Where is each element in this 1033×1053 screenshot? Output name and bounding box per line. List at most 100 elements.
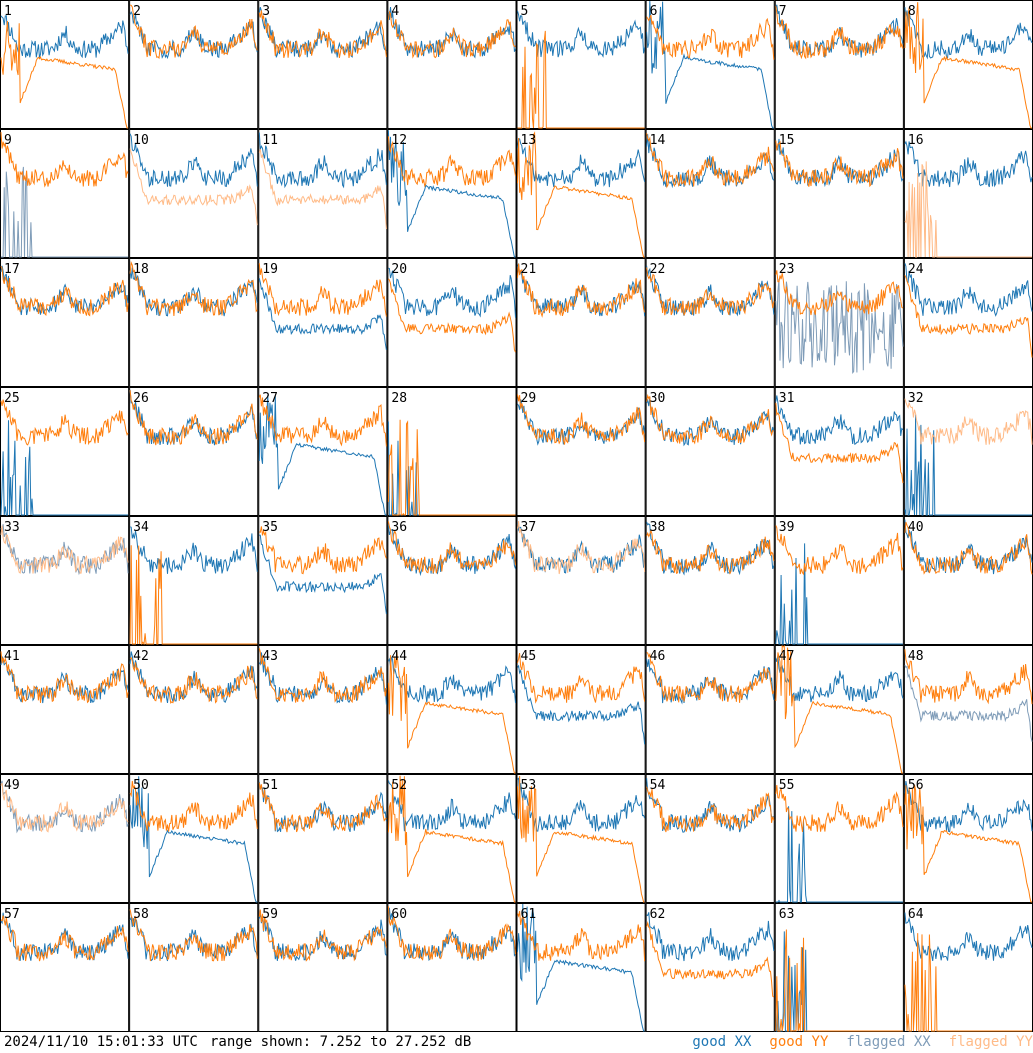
- panel-label: 21: [521, 262, 537, 277]
- panel-label: 12: [391, 133, 407, 148]
- yy-series: [646, 267, 775, 316]
- yy-series: [775, 403, 904, 484]
- yy-series: [387, 419, 516, 516]
- panel-frame: [387, 903, 517, 1032]
- xx-series: [646, 912, 775, 962]
- panel-frame: [0, 129, 130, 258]
- legend-good-yy: good YY: [769, 1034, 829, 1050]
- panel-label: 56: [908, 778, 924, 793]
- yy-series: [129, 909, 258, 962]
- panel-29: 29: [516, 387, 646, 516]
- panel-label: 7: [779, 4, 787, 19]
- panel-label: 61: [521, 907, 537, 922]
- panel-label: 47: [779, 649, 795, 664]
- panel-4: 4: [387, 0, 517, 129]
- panel-frame: [258, 903, 388, 1032]
- panel-frame: [387, 0, 517, 129]
- panel-label: 54: [650, 778, 666, 793]
- xx-series: [258, 395, 387, 516]
- yy-series: [130, 4, 258, 60]
- panel-frame: [774, 774, 904, 903]
- yy-series: [775, 270, 904, 316]
- panel-label: 30: [650, 391, 666, 406]
- yy-series: [775, 6, 904, 60]
- panel-22: 22: [645, 258, 775, 387]
- xx-series: [517, 138, 646, 188]
- panel-frame: [0, 645, 130, 774]
- panel-label: 26: [133, 391, 149, 406]
- panel-label: 17: [4, 262, 20, 277]
- xx-series: [387, 656, 516, 704]
- panel-label: 6: [650, 4, 658, 19]
- yy-series: [387, 521, 516, 574]
- xx-series: [904, 781, 1033, 833]
- panel-30: 30: [645, 387, 775, 516]
- panel-label: 2: [133, 4, 141, 19]
- panel-5: 5: [516, 0, 646, 129]
- legend: good XX good YY flagged XX flagged YY: [674, 1032, 1033, 1053]
- panel-1: 1: [0, 0, 130, 129]
- panel-label: 22: [650, 262, 666, 277]
- panel-label: 40: [908, 520, 924, 535]
- panel-label: 24: [908, 262, 924, 277]
- panel-label: 16: [908, 133, 924, 148]
- panel-frame: [516, 903, 646, 1032]
- panel-label: 19: [262, 262, 278, 277]
- panel-frame: [645, 774, 775, 903]
- xx-series: [517, 664, 646, 745]
- panel-label: 20: [391, 262, 407, 277]
- yy-series: [646, 651, 775, 703]
- panel-63: 63: [774, 903, 904, 1032]
- yy-series: [129, 780, 258, 832]
- panel-frame: [129, 774, 259, 903]
- panel-51: 51: [258, 774, 388, 903]
- panel-24: 24: [903, 258, 1033, 387]
- panel-frame: [774, 258, 904, 387]
- xx-series: [0, 15, 129, 59]
- panel-6: 6: [645, 0, 775, 129]
- panel-label: 5: [521, 4, 529, 19]
- timestamp: 2024/11/10 15:01:33 UTC: [4, 1034, 198, 1050]
- panel-60: 60: [387, 903, 517, 1032]
- panel-frame: [129, 903, 259, 1032]
- panel-17: 17: [0, 258, 130, 387]
- yy-series: [0, 399, 129, 446]
- panel-62: 62: [645, 903, 775, 1032]
- yy-series: [904, 933, 1032, 1032]
- range-text: range shown: 7.252 to 27.252 dB: [210, 1034, 472, 1050]
- xx-series: [129, 526, 258, 574]
- panel-frame: [258, 0, 388, 129]
- panel-53: 53: [516, 774, 646, 903]
- panel-label: 51: [262, 778, 278, 793]
- panel-label: 31: [779, 391, 795, 406]
- panel-20: 20: [387, 258, 517, 387]
- panel-label: 62: [650, 907, 666, 922]
- yy-series: [129, 260, 258, 317]
- yy-series: [0, 266, 129, 317]
- panel-frame: [903, 516, 1033, 645]
- yy-series: [646, 528, 775, 575]
- panel-64: 64: [903, 903, 1033, 1032]
- panel-label: 3: [262, 4, 270, 19]
- panel-label: 13: [521, 133, 537, 148]
- panel-27: 27: [258, 387, 388, 516]
- panel-frame: [645, 258, 775, 387]
- yy-series: [258, 909, 387, 962]
- panel-11: 11: [258, 129, 388, 258]
- panel-49: 49: [0, 774, 130, 903]
- xx-series: [129, 776, 258, 903]
- yy-series: [646, 786, 775, 833]
- panel-frame: [258, 645, 388, 774]
- yy-series: [646, 920, 775, 998]
- panel-label: 59: [262, 907, 278, 922]
- panel-35: 35: [258, 516, 388, 645]
- panel-16: 16: [903, 129, 1033, 258]
- panel-label: 41: [4, 649, 20, 664]
- xx-series: [904, 912, 1033, 961]
- panel-frame: [129, 129, 259, 258]
- panel-frame: [129, 0, 259, 129]
- panel-label: 15: [779, 133, 795, 148]
- panel-61: 61: [516, 903, 646, 1032]
- xx-series: [387, 907, 516, 962]
